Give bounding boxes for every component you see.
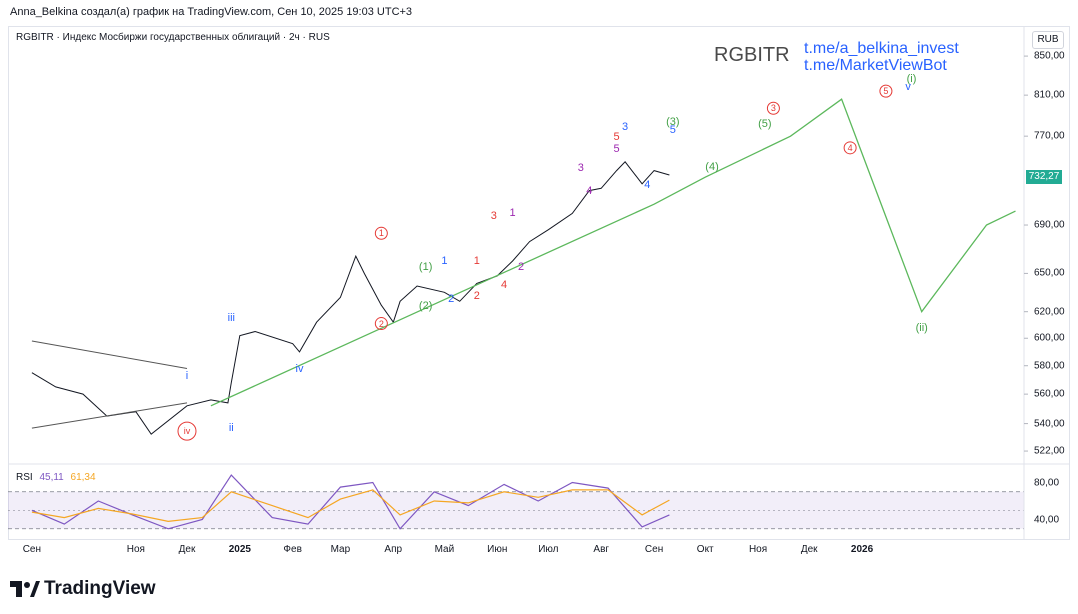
wave-label: 1: [378, 228, 384, 239]
rsi-title: RSI: [16, 472, 33, 483]
y-tick-label: 620,00: [1034, 306, 1065, 318]
y-tick-label: 580,00: [1034, 360, 1065, 372]
wave-label: 2: [378, 318, 384, 329]
rsi-ma-line: [31, 489, 670, 523]
rsi-band: [8, 491, 1024, 529]
wave-label: (3): [666, 115, 680, 128]
y-tick-label: 600,00: [1034, 332, 1065, 344]
chart-frame: [8, 26, 1070, 540]
x-tick-label: Май: [434, 544, 455, 555]
wave-label-circle: [766, 101, 780, 115]
y-tick-label: 540,00: [1034, 418, 1065, 430]
wave-label: 4: [586, 184, 593, 197]
current-price-tag: 732,27: [1026, 169, 1062, 184]
rsi-line: [31, 474, 670, 530]
wave-label: (4): [705, 161, 719, 174]
wave-label: 1: [473, 255, 480, 268]
wave-label: 3: [577, 162, 584, 175]
wave-label-circle: [374, 226, 388, 240]
y-tick-label: 850,00: [1034, 50, 1065, 62]
wave-label: 2: [473, 290, 480, 303]
wave-label: iv: [183, 426, 191, 437]
triangle-upper-line: [31, 340, 188, 369]
y-tick-label: 560,00: [1034, 388, 1065, 400]
wave-label: 1: [509, 207, 516, 220]
triangle-lower-line: [31, 402, 188, 429]
wave-label: (5): [758, 117, 772, 130]
rsi-y-tick-label: 40,00: [1034, 514, 1060, 525]
wave-label: 5: [613, 142, 620, 155]
wave-label: 3: [622, 120, 629, 133]
wave-label: 5: [883, 86, 889, 97]
symbol-description[interactable]: RGBITR · Индекс Мосбиржи государственных…: [16, 32, 330, 43]
telegram-link-1[interactable]: t.me/a_belkina_invest: [804, 40, 959, 57]
wave-label: ii: [228, 422, 234, 435]
y-tick-label: 650,00: [1034, 267, 1065, 279]
x-tick-label: Июн: [487, 544, 508, 555]
x-tick-label: Ноя: [126, 544, 145, 555]
wave-label: 4: [501, 278, 508, 291]
rsi-value: 45,11: [39, 472, 64, 483]
wave-label: (2): [418, 300, 433, 313]
wave-label: (i): [906, 73, 917, 86]
wave-label: iv: [295, 362, 304, 375]
wave-label: i: [185, 369, 189, 382]
symbol-watermark: RGBITR: [714, 44, 790, 66]
x-tick-label: 2026: [850, 544, 874, 555]
x-tick-label: 2025: [228, 544, 251, 555]
tradingview-logo[interactable]: TradingView: [10, 578, 156, 600]
x-tick-label: Авг: [593, 544, 610, 555]
tradingview-icon: [10, 580, 40, 597]
y-tick-label: 810,00: [1034, 89, 1065, 101]
wave-label-circle: [879, 84, 893, 98]
telegram-link-2[interactable]: t.me/MarketViewBot: [804, 57, 947, 74]
x-tick-label: Мар: [330, 544, 351, 555]
wave-label: 2: [518, 261, 525, 274]
wave-label: 2: [448, 292, 455, 305]
x-tick-label: Сен: [22, 544, 42, 555]
wave-label: 5: [613, 131, 620, 144]
x-tick-label: Дек: [800, 544, 818, 555]
wave-label: 4: [644, 178, 651, 191]
x-tick-label: Окт: [696, 544, 714, 555]
x-tick-label: Сен: [644, 544, 664, 555]
wave-label-circle: [374, 317, 388, 331]
rsi-y-tick-label: 80,00: [1034, 477, 1060, 488]
x-tick-label: Апр: [384, 544, 403, 555]
wave-label: (ii): [915, 321, 928, 334]
x-tick-label: Дек: [178, 544, 196, 555]
chart-header: Anna_Belkina создал(а) график на Trading…: [10, 6, 413, 18]
currency-button[interactable]: RUB: [1032, 31, 1064, 49]
rsi-legend[interactable]: RSI 45,11 61,34: [16, 472, 96, 483]
y-tick-label: 522,00: [1034, 445, 1065, 457]
footer-brand: TradingView: [44, 578, 156, 599]
wave-forecast-line: [210, 98, 1016, 407]
wave-label: 5: [669, 123, 676, 136]
wave-label: 3: [490, 209, 497, 222]
wave-label-circle: [177, 421, 197, 441]
wave-label-circle: [843, 141, 857, 155]
wave-label: v: [905, 81, 911, 94]
y-tick-label: 690,00: [1034, 219, 1065, 231]
x-tick-label: Июл: [538, 544, 559, 555]
x-tick-label: Ноя: [748, 544, 768, 555]
wave-label: 4: [847, 142, 853, 153]
wave-label: iii: [227, 312, 235, 325]
x-tick-label: Фев: [283, 544, 302, 555]
wave-label: 1: [441, 255, 448, 268]
wave-label: 3: [770, 103, 776, 114]
price-line: [31, 161, 670, 435]
y-tick-label: 770,00: [1034, 130, 1065, 142]
rsi-ma-value: 61,34: [70, 472, 96, 483]
wave-label: (1): [418, 261, 433, 274]
